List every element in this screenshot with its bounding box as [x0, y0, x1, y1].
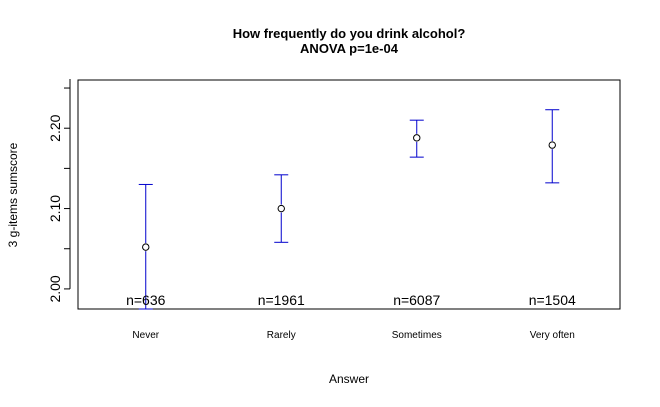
n-label: n=1961 — [258, 292, 305, 308]
errorbar-group: n=1504 — [529, 109, 576, 308]
x-tick-label: Very often — [530, 330, 575, 341]
mean-point — [413, 134, 421, 142]
y-tick-label: 2.10 — [47, 195, 63, 222]
n-label: n=1504 — [529, 292, 576, 308]
n-label: n=6087 — [393, 292, 440, 308]
chart-subtitle: ANOVA p=1e-04 — [300, 41, 399, 56]
chart-title: How frequently do you drink alcohol? — [233, 26, 466, 41]
y-axis-label: 3 g-items sumscore — [6, 142, 20, 247]
mean-point — [548, 141, 556, 149]
plot-frame — [77, 79, 621, 310]
mean-point — [142, 243, 150, 251]
errorbar-group: n=1961 — [258, 174, 305, 308]
errorbar-group: n=6087 — [393, 119, 441, 308]
x-tick-label: Never — [132, 330, 159, 341]
plot-marks: n=636 n=1961 n=6087 n=1504 — [126, 109, 576, 310]
x-tick-label: Rarely — [267, 330, 296, 341]
x-axis-label: Answer — [329, 372, 369, 386]
y-tick-label: 2.20 — [47, 114, 63, 141]
mean-point — [277, 204, 285, 213]
x-tick-label: Sometimes — [392, 330, 442, 341]
errorbar-group: n=636 — [126, 183, 166, 310]
n-label: n=636 — [126, 292, 166, 308]
y-tick-label: 2.00 — [47, 275, 63, 302]
x-axis: Never Rarely Sometimes Very often — [132, 330, 574, 341]
y-axis: 2.00 2.10 2.20 — [47, 79, 71, 303]
